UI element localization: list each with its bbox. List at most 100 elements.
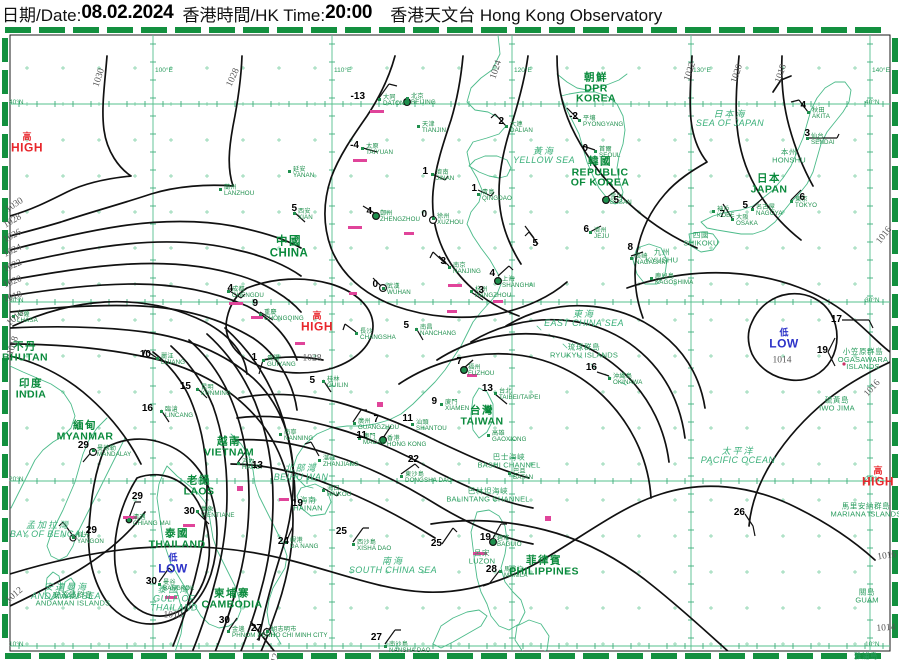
- station-name-cn: 仰光: [77, 532, 90, 539]
- station-name-en: GUIYANG: [267, 361, 296, 369]
- station-name: 上海 SHANGHAI: [502, 276, 535, 289]
- latitude-label: 40°N: [865, 99, 880, 106]
- station-dot: [711, 209, 715, 213]
- isobar-label-layer: 1030 1028 1024 1022 1020 1018 1030 1028 1026 1024…: [1, 26, 899, 660]
- latitude-label: 30°N: [9, 297, 24, 304]
- geo-label-en: GUAM: [855, 595, 879, 604]
- station-name-en: KUNMING: [201, 390, 231, 398]
- station-name-en: LINCANG: [165, 412, 194, 420]
- station-name-en: YANGON: [77, 538, 104, 546]
- station-temperature: 28: [485, 564, 497, 575]
- station-temperature: 22: [407, 454, 419, 465]
- station-name-en: XIAN: [298, 214, 313, 222]
- station-name: 廈門 XIAMEN: [445, 399, 470, 413]
- station-name-en: KOBE: [717, 212, 735, 220]
- station-dot: [127, 517, 131, 521]
- isobar-value-label: 1014: [772, 355, 792, 366]
- station-name-en: DONGSHA DAO: [405, 477, 453, 485]
- latitude-label: 20°N: [9, 476, 24, 483]
- high-pressure-label: 高 HIGH: [11, 132, 43, 154]
- geo-label: 雅浦島YAP: [854, 652, 878, 660]
- station-name-cn: 河內: [242, 458, 255, 465]
- sea-label-en: ANDAMAN SEA: [31, 591, 101, 601]
- station-name-cn: 南昌: [420, 324, 433, 331]
- geo-label: 巴士海峽 BASHI CHANNEL: [477, 453, 540, 469]
- station-name-cn: 巴且: [513, 468, 526, 475]
- sea-temperature: 17: [830, 314, 842, 325]
- sea-label-cn: 南海: [381, 556, 404, 566]
- country-label-cn: 台灣: [470, 404, 494, 417]
- station-name: 胡志明市 HO CHI MINH CITY: [271, 626, 328, 639]
- geo-label-en: KYUSHU: [645, 255, 679, 264]
- sea-temperature: 25: [430, 538, 442, 549]
- country-label-en: REPUBLIC OF KOREA: [570, 165, 630, 189]
- sea-label: 泰國灣 GULF OF THAILAND: [150, 585, 198, 613]
- station-name-cn: 太原: [366, 143, 379, 150]
- station-name-cn: 海口: [327, 485, 340, 492]
- sea-label-cn: 安達曼海: [43, 582, 89, 592]
- station-name-cn: 福州: [468, 364, 481, 371]
- sea-label-cn: 北部灣: [284, 463, 318, 473]
- station-name-en: JEJU: [594, 233, 610, 241]
- geo-label: 巴林坦海峽 BALINTANG CHANNEL: [446, 487, 529, 503]
- station-name-cn: 延安: [293, 166, 306, 173]
- station-dot: [604, 196, 608, 200]
- station-temperature: 3: [478, 285, 484, 296]
- country-label: 韓國 REPUBLIC OF KOREA: [571, 156, 630, 188]
- station-dot: [218, 187, 222, 191]
- station-name-cn: 東沙島: [405, 471, 425, 478]
- station-name-cn: 碧瑤: [497, 535, 510, 542]
- station-name-cn: 東京: [795, 196, 808, 203]
- station-name-cn: 北京: [411, 93, 424, 100]
- station-name: 長崎 NAGASAKI: [635, 253, 667, 266]
- station-name: 南京 NANJING: [453, 262, 481, 275]
- country-label-layer: 中國 CHINA 印度 INDIA 不丹 BHUTAN 緬甸 MYANMAR 泰國 THAILAN…: [1, 26, 899, 660]
- station-dot: [292, 211, 296, 215]
- station-name-cn: 桂林: [327, 376, 340, 383]
- country-label-cn: 中國: [275, 235, 302, 248]
- station-dot: [414, 327, 418, 331]
- longitude-label: 130°E: [693, 67, 711, 74]
- station-name-en: YANAN: [293, 172, 315, 180]
- station-name-cn: 南京: [453, 262, 466, 269]
- station-name: 萬象 VIENTIANE: [201, 506, 235, 519]
- station-name: 南昌 NANCHANG: [420, 324, 456, 337]
- station-name-en: HANGZHOU: [475, 292, 512, 300]
- station-temperature: 5: [309, 375, 315, 386]
- station-name-en: FUZHOU: [468, 370, 495, 378]
- station-name-en: NANNING: [284, 435, 314, 443]
- station-name-en: OKINAWA: [613, 379, 643, 387]
- graticule-ticks: [18, 43, 884, 649]
- station-name-cn: 杭州: [475, 286, 488, 293]
- station-name-cn: 高雄: [492, 430, 505, 437]
- geo-label: 馬里安納群島 MARIANA ISLANDS: [831, 501, 899, 518]
- station-name: 桂林 GUILIN: [327, 376, 349, 390]
- station-name: 巴且 BATAN: [513, 468, 533, 481]
- station-dot: [195, 387, 199, 391]
- geo-label: 硫黃島 IWO JIMA: [819, 396, 855, 412]
- country-label: 泰國 THAILAND: [148, 528, 206, 550]
- country-label: 印度 INDIA: [16, 378, 47, 400]
- sea-temperature: 26: [733, 507, 745, 518]
- station-name-cn: 仙台: [811, 133, 824, 140]
- station-name: 高雄 GAOXIONG: [492, 430, 527, 443]
- station-name-en: AKITA: [812, 113, 830, 121]
- station-name-en: CHONGQING: [264, 315, 304, 323]
- station-temperature: 13: [481, 383, 493, 394]
- station-name-en: XIAMEN: [445, 405, 470, 413]
- country-label-cn: 韓國: [588, 155, 612, 168]
- station-name-en: NAGOYA: [756, 210, 783, 218]
- country-label-en: THAILAND: [148, 538, 206, 550]
- station-name-cn: 神戶: [717, 206, 730, 213]
- station-name-cn: 清邁: [133, 514, 146, 521]
- station-name-en: GUILIN: [327, 382, 349, 390]
- station-name-en: ZHENGZHOU: [380, 216, 421, 224]
- country-label-cn: 越南: [217, 435, 241, 448]
- geo-label-cn: 馬里安納群島: [841, 501, 891, 511]
- station-name-cn: 胡志明市: [271, 626, 297, 633]
- sea-label-en: GULF OF THAILAND: [150, 593, 198, 613]
- geo-label-layer: 本州 HONSHU 四國 SHIKOKU 九州 KYUSHU 琉球群島 RYUKYU ISLA…: [1, 26, 899, 660]
- country-label: 柬埔寨 CAMBODIA: [202, 588, 263, 610]
- station-dot: [383, 644, 387, 648]
- station-name-cn: 大同: [383, 94, 396, 101]
